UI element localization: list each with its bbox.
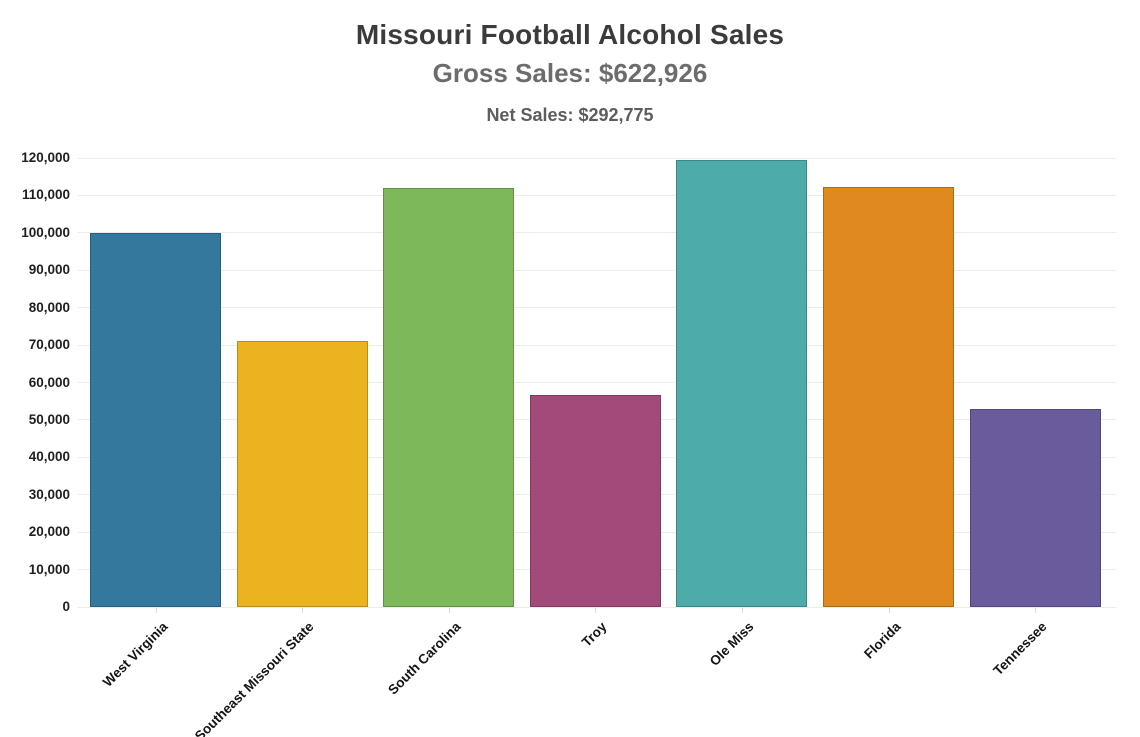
bar-ole-miss[interactable]	[676, 159, 808, 607]
y-tick-label: 60,000	[28, 374, 70, 390]
bar-florida[interactable]	[823, 187, 954, 607]
bar-west-virginia[interactable]	[90, 232, 221, 607]
chart-title: Missouri Football Alcohol Sales	[355, 19, 785, 50]
plot-area	[78, 157, 1116, 608]
bar-tennessee[interactable]	[969, 409, 1101, 607]
gridline	[78, 194, 1116, 196]
y-tick-label: 20,000	[28, 524, 70, 540]
gridline	[78, 307, 1116, 309]
x-tick-mark	[1035, 608, 1037, 613]
x-tick-label-tennessee: Tennessee	[990, 619, 1050, 679]
x-tick-label-florida: Florida	[860, 619, 904, 662]
y-axis-tick-labels: 0 10,000 20,000 30,000 40,000 50,000 60,000 70,…	[0, 150, 70, 614]
x-tick-label-ole-miss: Ole Miss	[706, 619, 757, 669]
gridline	[78, 232, 1116, 234]
x-tick-label-troy: Troy	[579, 619, 610, 650]
bar-troy[interactable]	[529, 395, 661, 607]
y-tick-label: 0	[62, 599, 70, 614]
y-tick-label: 40,000	[28, 449, 70, 465]
y-tick-label: 80,000	[28, 299, 70, 315]
x-axis-tick-labels: West Virginia Southeast Missouri State Sou…	[78, 607, 1116, 737]
gross-sales-subtitle: Gross Sales: $622,926	[432, 58, 708, 88]
x-tick-mark	[155, 608, 157, 613]
y-tick-label: 30,000	[28, 486, 70, 502]
y-tick-label: 70,000	[28, 337, 70, 353]
x-tick-label-south-carolina: South Carolina	[384, 619, 464, 698]
x-tick-mark	[888, 608, 890, 613]
x-tick-mark	[595, 608, 597, 613]
x-tick-mark	[741, 608, 743, 613]
x-tick-label-southeast-missouri-state: Southeast Missouri State	[192, 619, 317, 737]
y-tick-label: 90,000	[28, 262, 70, 278]
x-tick-mark	[448, 608, 450, 613]
x-tick-mark	[302, 608, 304, 613]
gridline	[78, 269, 1116, 271]
bar-southeast-missouri-state[interactable]	[236, 341, 368, 607]
net-sales-subtitle: Net Sales: $292,775	[486, 105, 654, 125]
y-tick-label: 120,000	[21, 150, 70, 165]
gridline	[78, 157, 1116, 159]
y-tick-label: 50,000	[28, 411, 70, 427]
bar-south-carolina[interactable]	[383, 187, 515, 607]
y-tick-label: 100,000	[21, 224, 70, 240]
gridline	[78, 606, 1116, 608]
y-tick-label: 10,000	[28, 561, 70, 577]
y-tick-label: 110,000	[21, 187, 70, 203]
gridline	[78, 344, 1116, 346]
gridline	[78, 382, 1116, 383]
x-tick-label-west-virginia: West Virginia	[99, 619, 171, 690]
